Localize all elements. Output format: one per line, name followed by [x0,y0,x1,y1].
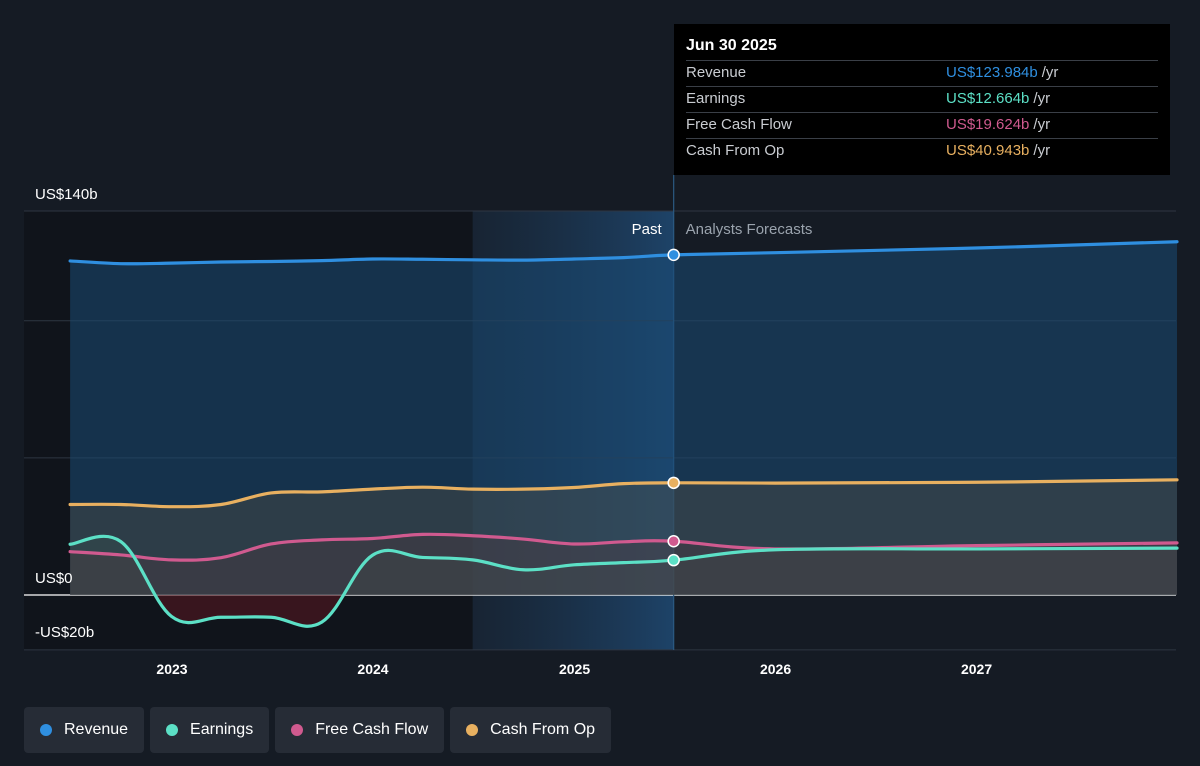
area-cash-from-op [70,479,1177,595]
area-earnings [70,536,1177,595]
legend-label: Cash From Op [490,721,596,738]
x-tick-label: 2027 [961,661,992,677]
tooltip-unit: /yr [1033,142,1051,159]
x-tick-label: 2026 [760,661,791,677]
marker-free-cash-flow [667,534,680,548]
tooltip-unit: /yr [1033,116,1051,133]
tooltip-unit: /yr [1041,64,1059,81]
tooltip-value: US$40.943b [946,142,1030,159]
tooltip-label: Cash From Op [686,142,785,159]
cash-from-op-dot-icon [466,724,479,736]
financials-chart: US$140b US$0 -US$20b 2023 2024 2025 2026 2027 Pa… [24,175,1179,677]
marker-revenue [667,248,680,262]
tooltip-value: US$12.664b [946,90,1030,107]
legend-item-free-cash-flow[interactable]: Free Cash Flow [275,707,445,753]
tooltip-row-cash-from-op: Cash From Op US$40.943b /yr [686,138,1158,164]
x-tick-label: 2023 [156,661,187,677]
tooltip-label: Revenue [686,64,747,81]
line-earnings [68,534,1179,628]
x-tick-label: 2024 [357,661,388,677]
legend: Revenue Earnings Free Cash Flow Cash Fro… [24,707,612,753]
y-tick-label: US$0 [35,570,73,587]
tooltip-row-free-cash-flow: Free Cash Flow US$19.624b /yr [686,112,1158,138]
legend-item-revenue[interactable]: Revenue [24,707,145,753]
marker-cash-from-op [667,476,680,490]
x-tick-label: 2025 [559,661,590,677]
tooltip-panel: Jun 30 2025 Revenue US$123.984b /yr Earn… [674,24,1170,175]
past-label: Past [632,221,663,238]
legend-item-earnings[interactable]: Earnings [150,707,270,753]
tooltip-unit: /yr [1033,90,1051,107]
free-cash-flow-dot-icon [291,724,304,736]
line-cash-from-op [68,478,1179,509]
tooltip-row-earnings: Earnings US$12.664b /yr [686,86,1158,112]
y-tick-label: -US$20b [35,624,94,641]
marker-earnings [667,553,680,567]
revenue-dot-icon [40,724,52,736]
tooltip-value: US$123.984b [946,64,1038,81]
tooltip-label: Free Cash Flow [686,116,792,133]
area-revenue [70,241,1177,595]
legend-label: Free Cash Flow [315,721,429,738]
tooltip-date: Jun 30 2025 [686,37,777,54]
tooltip-row-revenue: Revenue US$123.984b /yr [686,60,1158,86]
earnings-dot-icon [166,724,179,736]
tooltip-value: US$19.624b [946,116,1030,133]
area-earnings-negative [70,595,1177,627]
legend-item-cash-from-op[interactable]: Cash From Op [450,707,612,753]
forecast-label: Analysts Forecasts [686,221,813,238]
y-tick-label: US$140b [35,186,98,203]
line-revenue [68,240,1179,266]
legend-label: Earnings [190,721,254,738]
tooltip-label: Earnings [686,90,746,107]
legend-label: Revenue [64,721,129,738]
